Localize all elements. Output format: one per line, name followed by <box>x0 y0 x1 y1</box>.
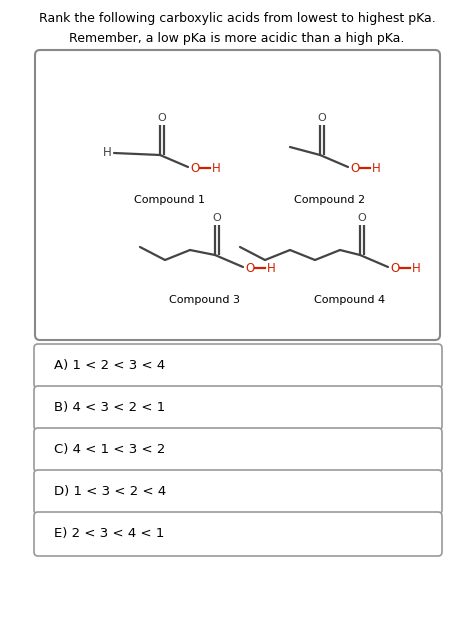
FancyBboxPatch shape <box>34 428 442 472</box>
FancyBboxPatch shape <box>34 344 442 388</box>
Text: E) 2 < 3 < 4 < 1: E) 2 < 3 < 4 < 1 <box>54 528 164 541</box>
FancyBboxPatch shape <box>34 386 442 430</box>
FancyBboxPatch shape <box>34 512 442 556</box>
Text: Compound 4: Compound 4 <box>314 295 385 305</box>
Text: Compound 3: Compound 3 <box>170 295 240 305</box>
Text: Compound 2: Compound 2 <box>294 195 365 205</box>
Text: C) 4 < 1 < 3 < 2: C) 4 < 1 < 3 < 2 <box>54 443 165 456</box>
Text: H: H <box>103 146 112 159</box>
Text: B) 4 < 3 < 2 < 1: B) 4 < 3 < 2 < 1 <box>54 402 165 415</box>
FancyBboxPatch shape <box>35 50 440 340</box>
Text: O: O <box>158 113 166 123</box>
Text: Remember, a low pKa is more acidic than a high pKa.: Remember, a low pKa is more acidic than … <box>69 32 405 45</box>
Text: O: O <box>350 161 359 174</box>
Text: H: H <box>267 262 276 275</box>
Text: A) 1 < 2 < 3 < 4: A) 1 < 2 < 3 < 4 <box>54 360 165 373</box>
Text: H: H <box>212 161 221 174</box>
Text: O: O <box>245 262 254 275</box>
Text: O: O <box>390 262 399 275</box>
FancyBboxPatch shape <box>34 470 442 514</box>
Text: O: O <box>318 113 327 123</box>
Text: O: O <box>190 161 199 174</box>
Text: Compound 1: Compound 1 <box>135 195 206 205</box>
Text: D) 1 < 3 < 2 < 4: D) 1 < 3 < 2 < 4 <box>54 485 166 498</box>
Text: H: H <box>412 262 421 275</box>
Text: Rank the following carboxylic acids from lowest to highest pKa.: Rank the following carboxylic acids from… <box>38 12 436 25</box>
Text: O: O <box>357 213 366 223</box>
Text: H: H <box>372 161 381 174</box>
Text: O: O <box>213 213 221 223</box>
